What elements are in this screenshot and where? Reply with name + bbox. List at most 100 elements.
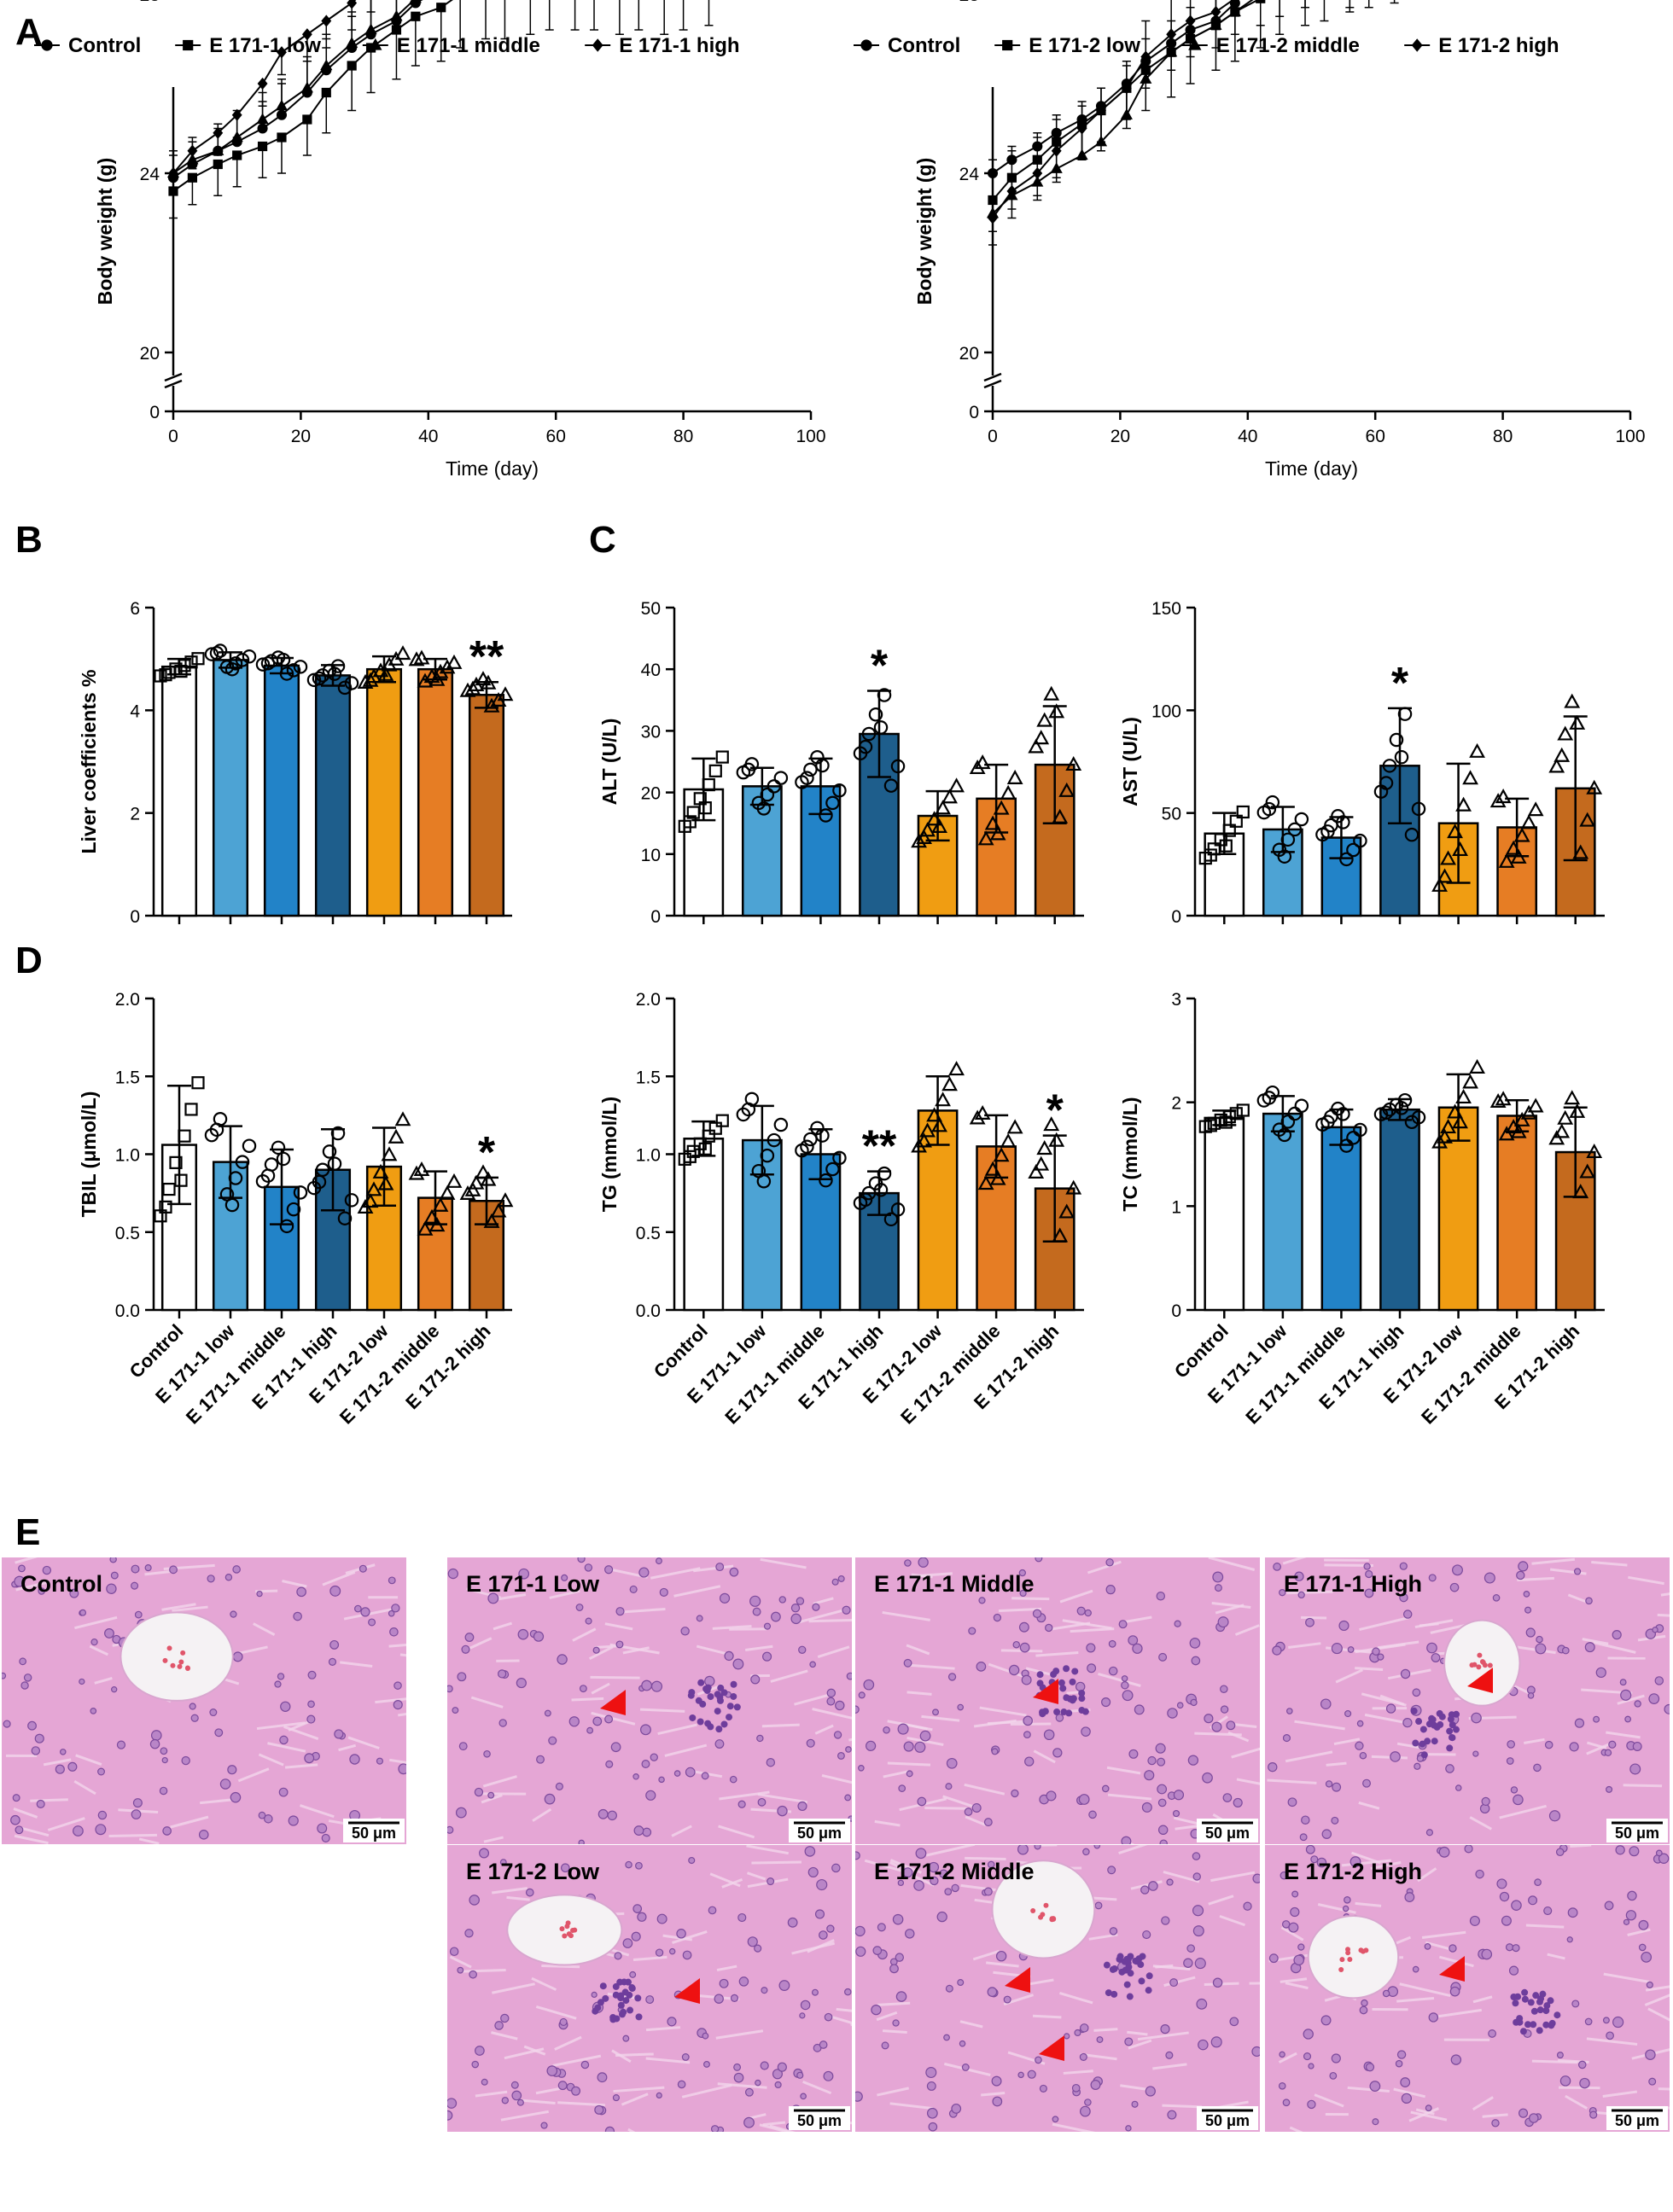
data-point: [1554, 1123, 1571, 1138]
data-point: [1557, 725, 1574, 741]
inflammatory-cell: [1069, 1697, 1076, 1704]
nucleus: [1158, 1652, 1168, 1662]
nucleus: [144, 1564, 152, 1572]
tissue-streak: [15, 1580, 49, 1592]
data-point: [446, 1173, 463, 1188]
tissue-streak: [1163, 1870, 1200, 1883]
nucleus: [1159, 1839, 1168, 1844]
nucleus: [995, 1950, 1007, 1962]
data-point: [773, 1117, 789, 1132]
data-point: [1006, 769, 1023, 784]
nucleus: [777, 2062, 787, 2072]
tissue-streak: [1106, 1766, 1141, 1775]
inflammatory-cell: [1543, 2002, 1551, 2010]
data-point: [362, 1193, 379, 1208]
nucleus: [1118, 1620, 1128, 1629]
nucleus: [914, 1741, 926, 1753]
nucleus: [597, 2072, 608, 2083]
tissue-streak: [746, 1845, 789, 1855]
inflammatory-cell: [1448, 1733, 1455, 1741]
data-point: [1579, 812, 1596, 827]
data-point: [321, 87, 331, 98]
tissue-streak: [959, 2020, 983, 2029]
nucleus: [95, 1824, 107, 1836]
nucleus: [730, 1994, 739, 2002]
inflammatory-cell: [1548, 2022, 1555, 2029]
data-point: [1006, 184, 1017, 198]
nucleus: [1624, 1715, 1632, 1723]
red-blood-cell: [162, 1657, 168, 1663]
nucleus: [1291, 1890, 1299, 1898]
nucleus: [1021, 1674, 1032, 1685]
nucleus: [1344, 1709, 1352, 1718]
nucleus: [307, 1670, 317, 1679]
nucleus: [1268, 1761, 1278, 1773]
inflammatory-cell: [1536, 2006, 1544, 2014]
tissue-streak: [1359, 1615, 1410, 1632]
tissue-streak: [972, 1949, 1000, 1961]
nucleus: [926, 2081, 936, 2091]
nucleus: [1132, 1643, 1143, 1654]
nucleus: [198, 1830, 209, 1840]
nucleus: [610, 1742, 621, 1753]
red-blood-cell: [170, 1662, 176, 1668]
nucleus: [1012, 1640, 1021, 1649]
tissue-streak: [1347, 2086, 1390, 2093]
tissue-streak: [1234, 1624, 1260, 1636]
inflammatory-cell: [720, 1720, 728, 1728]
nucleus: [925, 2066, 937, 2079]
tissue-streak: [1660, 1592, 1670, 1597]
inflammatory-cell: [717, 1684, 725, 1691]
nucleus: [1652, 1627, 1658, 1633]
nucleus: [533, 1631, 545, 1642]
nucleus: [1157, 1784, 1168, 1795]
y-tick-label: 150: [1151, 599, 1181, 619]
data-point: [432, 1196, 449, 1212]
data-point: [708, 1121, 722, 1135]
nucleus: [766, 1758, 776, 1767]
nucleus: [1084, 2098, 1092, 2106]
tissue-streak: [200, 1798, 234, 1805]
data-point: [1096, 104, 1106, 117]
tissue-streak: [712, 1625, 752, 1630]
nucleus: [594, 2104, 604, 2115]
nucleus: [393, 1681, 402, 1690]
tissue-streak: [1482, 2113, 1508, 2118]
nucleus: [605, 1760, 614, 1768]
nucleus: [1555, 1848, 1565, 1857]
tissue-streak: [769, 2124, 796, 2132]
data-point: [1033, 730, 1050, 745]
nucleus: [1431, 1653, 1441, 1662]
nucleus: [846, 1672, 852, 1680]
nucleus: [655, 1948, 664, 1957]
tissue-streak: [541, 1964, 580, 1969]
nucleus: [393, 1700, 403, 1710]
nucleus: [540, 2122, 548, 2129]
nucleus: [1645, 2049, 1656, 2060]
tissue-streak: [1582, 1638, 1609, 1645]
nucleus: [258, 1811, 266, 1819]
nucleus: [1293, 1954, 1304, 1966]
nucleus: [1347, 1646, 1355, 1653]
tissue-streak: [836, 2007, 852, 2012]
series-e-171-1-high: [168, 0, 376, 192]
inflammatory-cell: [716, 1697, 724, 1704]
tissue-streak: [258, 1753, 284, 1767]
x-tick-label: 40: [1238, 427, 1257, 446]
inflammatory-cell: [714, 1691, 721, 1698]
nucleus: [1217, 1616, 1229, 1628]
tissue-image: [1265, 1845, 1670, 2132]
data-point: [1219, 839, 1233, 853]
nucleus: [819, 2040, 828, 2049]
histology-panel-1: Control 50 μm: [2, 1557, 406, 1844]
data-point: [1495, 789, 1512, 804]
nucleus: [1646, 1981, 1653, 1988]
nucleus: [1140, 1885, 1150, 1895]
data-point: [1527, 801, 1544, 817]
nucleus: [598, 1808, 609, 1819]
nucleus: [1331, 2053, 1341, 2064]
tissue-streak: [1644, 1994, 1670, 2006]
nucleus: [1615, 1845, 1625, 1855]
nucleus: [1399, 1562, 1408, 1570]
tissue-streak: [73, 1779, 96, 1796]
